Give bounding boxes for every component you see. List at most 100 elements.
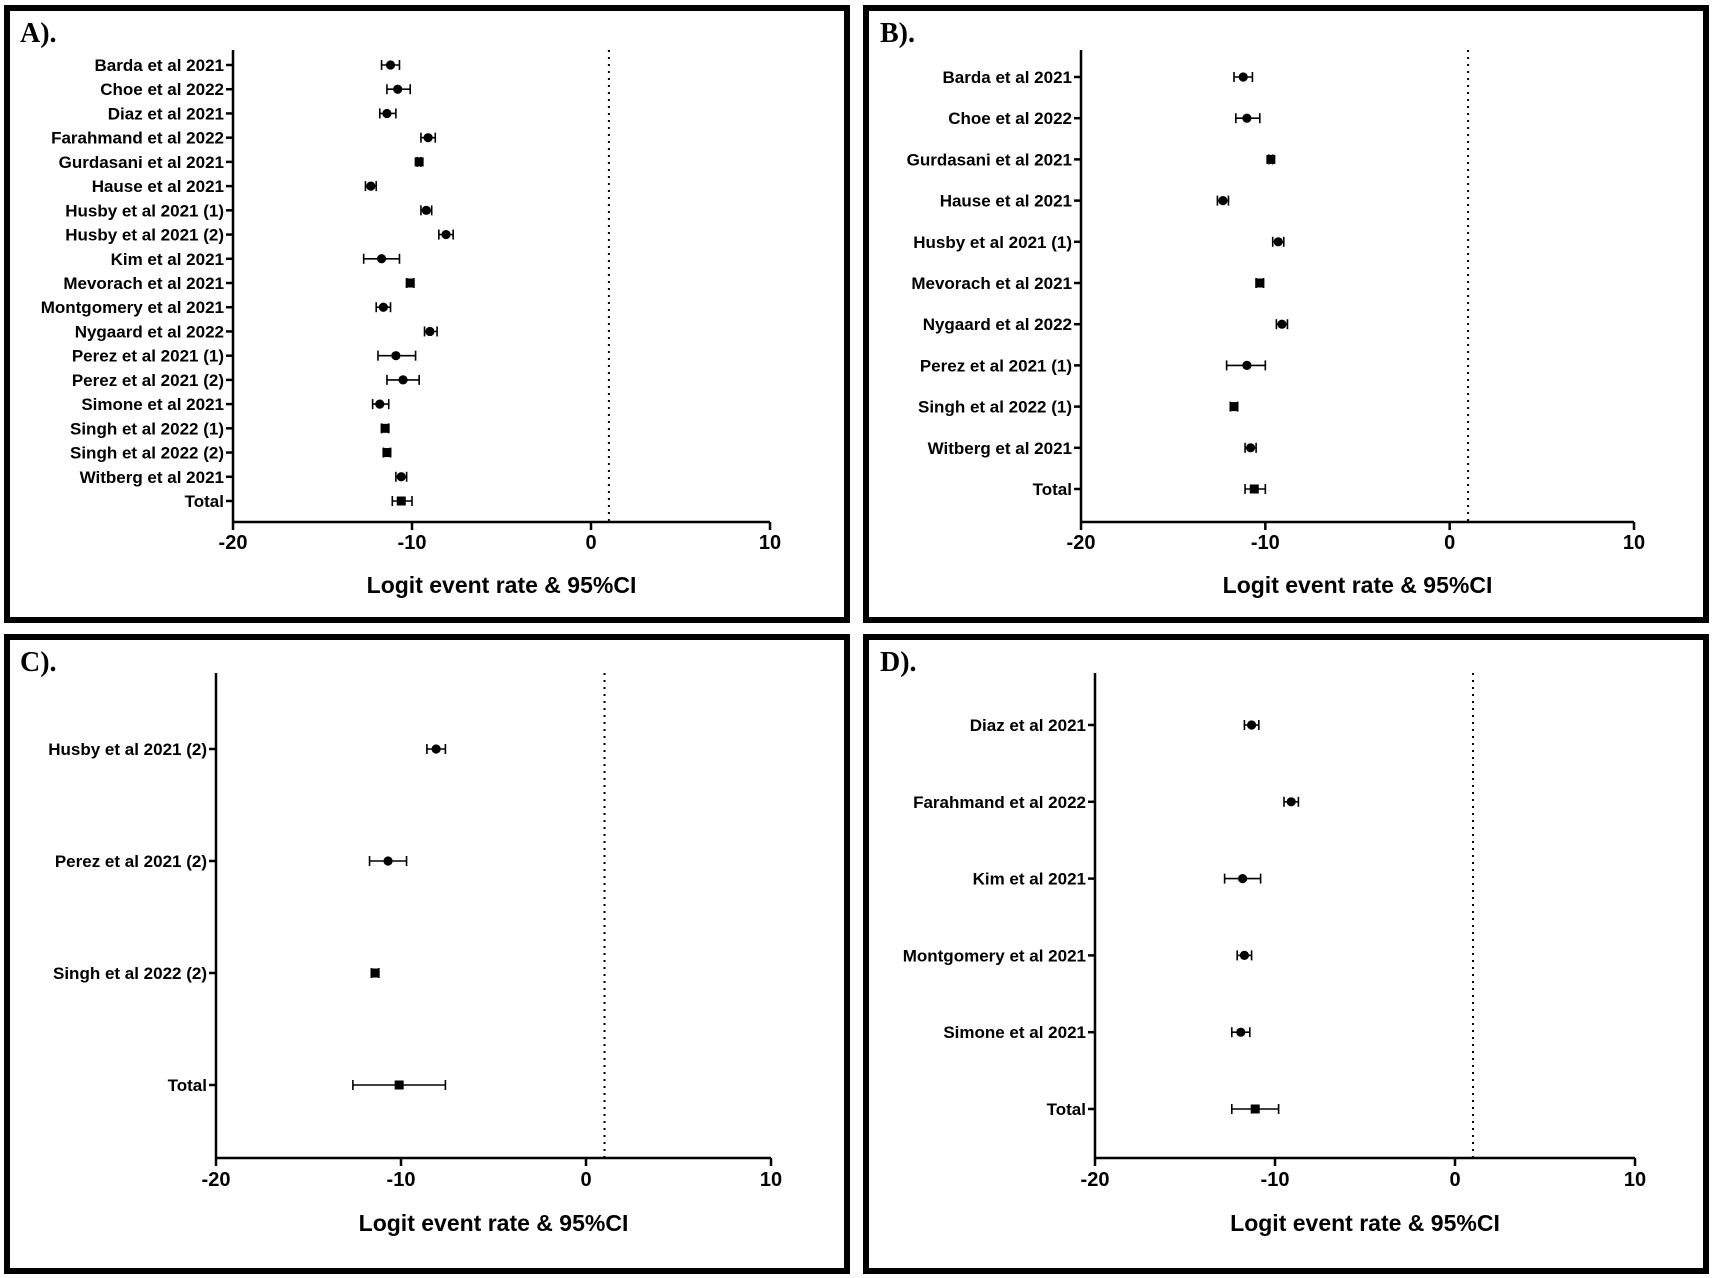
study-label: Singh et al 2022 (1)	[70, 419, 224, 438]
study-label: Barda et al 2021	[95, 56, 224, 75]
study-label: Farahmand et al 2022	[913, 793, 1086, 812]
point-estimate-square	[380, 423, 390, 433]
study-row: Simone et al 2021	[943, 1023, 1251, 1042]
point-estimate-circle	[1273, 237, 1283, 247]
point-estimate-circle	[423, 133, 433, 143]
point-estimate-square	[1249, 484, 1259, 494]
point-estimate-circle	[378, 302, 388, 312]
study-label: Montgomery et al 2021	[903, 946, 1086, 965]
study-row: Perez et al 2021 (1)	[920, 356, 1267, 375]
study-row: Barda et al 2021	[95, 56, 401, 75]
point-estimate-circle	[382, 108, 392, 119]
study-label: Husby et al 2021 (1)	[65, 201, 224, 220]
study-label: Kim et al 2021	[973, 870, 1086, 889]
forest-panel-c: C). -20 -10 0 10 Logit event rate & 95%CI Husb…	[4, 634, 850, 1274]
study-row: Choe et al 2022	[100, 80, 412, 99]
study-row: Witberg et al 2021	[80, 468, 408, 487]
study-label: Perez et al 2021 (2)	[55, 852, 207, 871]
study-row: Total	[1047, 1100, 1280, 1119]
x-tick-label: 0	[585, 532, 596, 554]
study-row: Witberg et al 2021	[928, 439, 1257, 458]
panel-frame	[4, 5, 850, 623]
study-label: Perez et al 2021 (1)	[72, 347, 224, 366]
study-row: Mevorach et al 2021	[63, 274, 415, 293]
x-axis-title: Logit event rate & 95%CI	[1230, 1210, 1500, 1236]
study-label: Singh et al 2022 (1)	[918, 398, 1072, 417]
point-estimate-circle	[396, 472, 406, 482]
point-estimate-square	[396, 496, 406, 506]
point-estimate-circle	[1247, 720, 1257, 730]
study-row: Barda et al 2021	[943, 68, 1254, 87]
study-label: Simone et al 2021	[81, 395, 224, 414]
x-tick-label: 10	[759, 532, 781, 554]
study-label: Total	[185, 492, 224, 511]
study-label: Perez et al 2021 (1)	[920, 356, 1072, 375]
point-estimate-circle	[1245, 443, 1256, 453]
forest-panel-a: A). -20 -10 0 10 Logit event rate & 95%CI Bard…	[4, 5, 850, 623]
study-label: Diaz et al 2021	[970, 716, 1086, 735]
study-label: Singh et al 2022 (2)	[70, 444, 224, 463]
study-row: Singh et al 2022 (1)	[70, 419, 390, 438]
point-estimate-square	[1255, 278, 1265, 288]
point-estimate-square	[370, 968, 380, 978]
panel-letter: C).	[20, 647, 57, 678]
point-estimate-circle	[1242, 360, 1252, 370]
study-row: Diaz et al 2021	[108, 104, 397, 123]
study-row: Hause et al 2021	[940, 192, 1230, 211]
study-row: Montgomery et al 2021	[41, 298, 392, 317]
study-label: Husby et al 2021 (1)	[913, 233, 1072, 252]
study-row: Husby et al 2021 (2)	[48, 740, 447, 759]
point-estimate-square	[1229, 402, 1239, 412]
point-estimate-square	[1266, 154, 1276, 164]
study-row: Husby et al 2021 (1)	[913, 233, 1285, 252]
study-row: Husby et al 2021 (2)	[65, 226, 454, 245]
study-row: Perez et al 2021 (2)	[72, 371, 420, 390]
study-label: Witberg et al 2021	[928, 439, 1072, 458]
point-estimate-square	[1250, 1104, 1260, 1114]
point-estimate-square	[394, 1080, 404, 1090]
point-estimate-circle	[391, 351, 401, 361]
study-label: Mevorach et al 2021	[63, 274, 224, 293]
study-label: Total	[1033, 480, 1072, 499]
study-label: Perez et al 2021 (2)	[72, 371, 224, 390]
study-label: Choe et al 2022	[948, 109, 1072, 128]
x-tick-label: 0	[580, 1169, 591, 1191]
x-tick-label: 10	[760, 1169, 782, 1191]
x-tick-label: -20	[1081, 1169, 1110, 1191]
panel-frame	[863, 5, 1709, 623]
study-label: Total	[1047, 1100, 1086, 1119]
point-estimate-circle	[441, 229, 451, 240]
study-row: Farahmand et al 2022	[913, 793, 1300, 812]
study-label: Gurdasani et al 2021	[907, 150, 1072, 169]
point-estimate-circle	[1238, 874, 1248, 884]
point-estimate-circle	[1218, 196, 1228, 206]
point-estimate-circle	[1242, 113, 1252, 123]
study-row: Singh et al 2022 (2)	[53, 964, 380, 983]
study-row: Perez et al 2021 (2)	[55, 852, 408, 871]
study-row: Singh et al 2022 (1)	[918, 398, 1239, 417]
x-axis-title: Logit event rate & 95%CI	[367, 572, 637, 598]
point-estimate-square	[405, 278, 415, 288]
point-estimate-circle	[383, 856, 393, 866]
point-estimate-circle	[1286, 797, 1296, 807]
x-tick-label: -20	[219, 532, 248, 554]
study-label: Simone et al 2021	[943, 1023, 1086, 1042]
panel-frame	[863, 634, 1709, 1274]
study-row: Nygaard et al 2022	[923, 315, 1289, 334]
x-tick-label: -10	[398, 532, 427, 554]
point-estimate-circle	[393, 84, 403, 94]
study-row: Total	[1033, 480, 1267, 499]
point-estimate-circle	[375, 399, 385, 409]
point-estimate-circle	[385, 60, 396, 70]
study-label: Singh et al 2022 (2)	[53, 964, 207, 983]
x-tick-label: 10	[1624, 1169, 1646, 1191]
study-label: Montgomery et al 2021	[41, 298, 224, 317]
study-row: Gurdasani et al 2021	[907, 150, 1276, 169]
study-row: Total	[168, 1076, 447, 1095]
study-row: Diaz et al 2021	[970, 716, 1260, 735]
study-row: Kim et al 2021	[111, 250, 401, 269]
study-row: Perez et al 2021 (1)	[72, 347, 417, 366]
panel-frame	[4, 634, 850, 1274]
study-label: Husby et al 2021 (2)	[48, 740, 207, 759]
